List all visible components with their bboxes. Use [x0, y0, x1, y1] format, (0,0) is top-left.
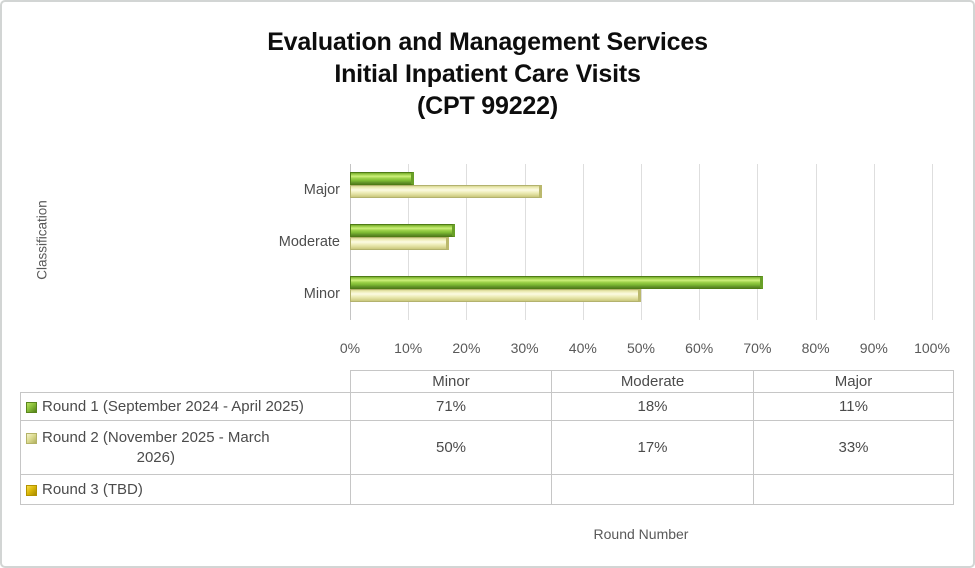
data-table: Minor Moderate Major Round 1 (September 202…	[20, 370, 954, 505]
table-value-cell: 11%	[753, 392, 954, 421]
series-label: Round 2 (November 2025 - March 2026)	[24, 428, 348, 468]
data-table-grid: Minor Moderate Major Round 1 (September 202…	[20, 370, 954, 505]
table-value-cell: 33%	[753, 420, 954, 475]
table-value-cell: 71%	[350, 392, 552, 421]
series-label-cell: Round 3 (TBD)	[20, 474, 351, 505]
table-header-cell: Major	[753, 370, 954, 393]
x-tick-label: 40%	[568, 340, 597, 356]
chart-title-line-2: Initial Inpatient Care Visits	[334, 60, 641, 88]
bar-round1-minor	[350, 276, 764, 289]
table-header-cell: Minor	[350, 370, 552, 393]
series-label-cell: Round 2 (November 2025 - March 2026)	[20, 420, 351, 475]
gridline	[757, 164, 759, 320]
table-header-cell: Moderate	[551, 370, 754, 393]
x-tick-label: 80%	[801, 340, 830, 356]
x-axis-title: Round Number	[593, 526, 689, 542]
bar-round2-moderate	[350, 237, 449, 250]
legend-key-icon	[26, 484, 37, 496]
chart-title-line-1: Evaluation and Management Services	[267, 28, 708, 56]
legend-key-icon	[26, 401, 37, 413]
table-header-row: Minor Moderate Major	[21, 370, 954, 393]
x-tick-label: 60%	[685, 340, 714, 356]
chart-title-line-3: (CPT 99222)	[417, 92, 558, 120]
table-row: Round 3 (TBD)	[20, 474, 954, 505]
series-label: Round 3 (TBD)	[24, 480, 348, 500]
series-label-cell: Round 1 (September 2024 - April 2025)	[20, 392, 351, 421]
bar-round1-major	[350, 172, 415, 185]
series-label: Round 1 (September 2024 - April 2025)	[24, 397, 348, 417]
gridline	[524, 164, 526, 320]
x-tick-label: 50%	[626, 340, 656, 356]
series-name: Round 2 (November 2025 - March 2026)	[42, 428, 270, 466]
series-name: Round 3 (TBD)	[42, 480, 143, 498]
gridline	[932, 164, 933, 320]
gridline	[641, 164, 642, 320]
table-row: Round 2 (November 2025 - March 2026) 50% 17…	[20, 420, 954, 475]
gridline	[582, 164, 584, 320]
category-label-moderate: Moderate	[278, 234, 340, 250]
table-value-cell	[350, 474, 552, 505]
table-value-cell: 17%	[551, 420, 754, 475]
gridline	[466, 164, 468, 320]
table-value-cell	[551, 474, 754, 505]
x-tick-label: 100%	[914, 340, 950, 356]
plot-area: 0% 10% 20% 30% 40% 50% 60% 70% 80% 90% 100% Major Mo…	[279, 164, 950, 356]
x-tick-label: 10%	[394, 340, 423, 356]
chart-title: Evaluation and Management Services Initi…	[2, 26, 973, 122]
table-value-cell	[753, 474, 954, 505]
table-row: Round 1 (September 2024 - April 2025) 71%…	[20, 392, 954, 421]
legend-key-icon	[26, 432, 37, 444]
y-axis-title: Classification	[34, 200, 50, 280]
bar-round2-major	[350, 185, 543, 198]
x-tick-label: 0%	[339, 340, 361, 356]
category-label-minor: Minor	[303, 286, 340, 302]
table-value-cell: 18%	[551, 392, 754, 421]
series-name: Round 1 (September 2024 - April 2025)	[42, 397, 304, 415]
gridline	[699, 164, 701, 320]
bar-round1-moderate	[350, 224, 455, 237]
gridline	[873, 164, 875, 320]
category-label-major: Major	[303, 182, 340, 198]
gridline	[815, 164, 817, 320]
x-tick-label: 20%	[452, 340, 481, 356]
x-tick-label: 30%	[510, 340, 539, 356]
table-value-cell: 50%	[350, 420, 552, 475]
table-corner-cell	[21, 371, 351, 393]
x-tick-label: 90%	[859, 340, 888, 356]
x-tick-label: 70%	[743, 340, 772, 356]
bar-round2-minor	[350, 289, 641, 302]
